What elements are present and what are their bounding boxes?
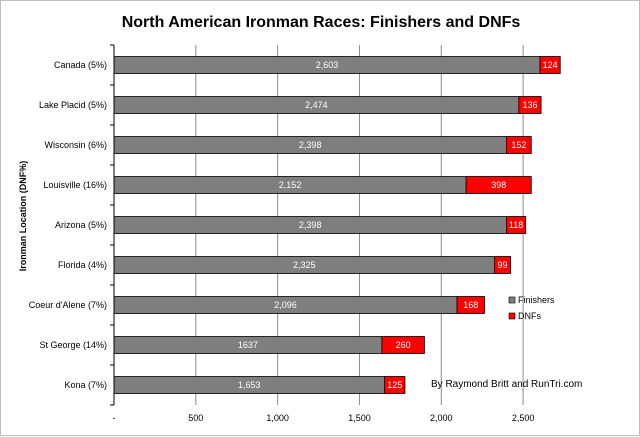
- dnf-value-label: 125: [387, 380, 402, 390]
- category-label: Arizona (5%): [55, 220, 107, 230]
- dnf-bar: [456, 296, 485, 314]
- dnf-bar: [518, 96, 542, 114]
- finishers-value-label: 2,325: [293, 260, 316, 270]
- x-tick-label: 500: [188, 413, 203, 423]
- dnf-value-label: 99: [498, 260, 508, 270]
- dnf-bar: [465, 176, 532, 194]
- finishers-value-label: 2,152: [279, 180, 302, 190]
- dnf-value-label: 136: [522, 100, 537, 110]
- dnf-bar: [384, 376, 406, 394]
- axes: - 500 1,000 1,500 2,000 2,500 Canada (5%) Lake …: [29, 44, 535, 423]
- dnf-bar: [505, 136, 532, 154]
- x-tick-label: 2,000: [430, 413, 453, 423]
- credit-annotation: By Raymond Britt and RunTri.com: [431, 379, 582, 390]
- dnf-bar: [539, 56, 561, 74]
- dnf-value-label: 398: [491, 180, 506, 190]
- y-axis-title: Ironman Location (DNF%): [18, 161, 28, 272]
- dnf-bar: [381, 336, 425, 354]
- legend-label: Finishers: [518, 295, 555, 305]
- bars: 2,603 124 2,474 136 2,398 152 2,152 398 2,398 118…: [113, 56, 561, 394]
- category-label: St George (14%): [39, 340, 107, 350]
- dnf-value-label: 168: [463, 300, 478, 310]
- legend: Finishers DNFs: [508, 295, 555, 321]
- finishers-value-label: 2,096: [274, 300, 297, 310]
- legend-swatch: [508, 296, 516, 304]
- legend-label: DNFs: [518, 311, 541, 321]
- legend-swatch: [508, 312, 516, 320]
- category-label: Louisville (16%): [43, 180, 107, 190]
- dnf-value-label: 260: [396, 340, 411, 350]
- finishers-value-label: 2,398: [299, 140, 322, 150]
- category-label: Lake Placid (5%): [39, 100, 107, 110]
- x-tick-label: -: [113, 413, 116, 423]
- finishers-value-label: 2,603: [316, 60, 339, 70]
- chart-title: North American Ironman Races: Finishers …: [122, 14, 521, 31]
- finishers-value-label: 2,398: [299, 220, 322, 230]
- dnf-bar: [505, 216, 527, 234]
- finishers-value-label: 2,474: [305, 100, 328, 110]
- category-label: Wisconsin (6%): [44, 140, 107, 150]
- x-tick-label: 2,500: [512, 413, 535, 423]
- category-label: Florida (4%): [58, 260, 107, 270]
- dnf-bar: [494, 256, 512, 274]
- category-label: Canada (5%): [54, 60, 107, 70]
- finishers-value-label: 1637: [238, 340, 258, 350]
- dnf-value-label: 124: [543, 60, 558, 70]
- category-label: Coeur d'Alene (7%): [29, 300, 107, 310]
- dnf-value-label: 152: [511, 140, 526, 150]
- finishers-value-label: 1,653: [238, 380, 261, 390]
- category-label: Kona (7%): [64, 380, 107, 390]
- x-tick-label: 1,000: [266, 413, 289, 423]
- x-tick-label: 1,500: [348, 413, 371, 423]
- dnf-value-label: 118: [509, 220, 523, 230]
